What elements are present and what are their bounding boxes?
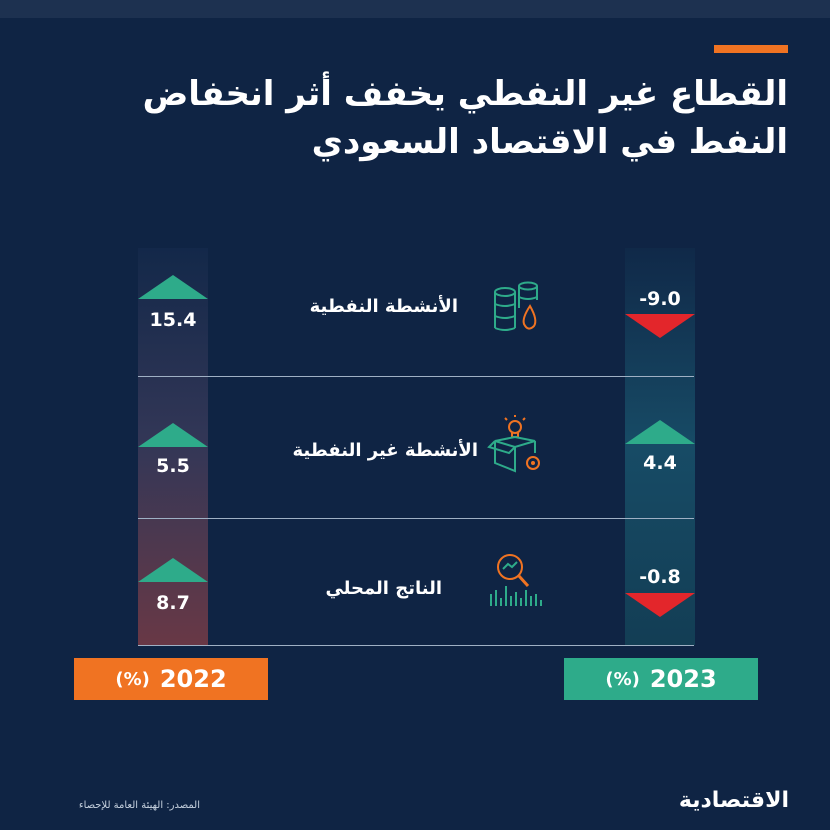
top-bar — [0, 0, 830, 18]
unit-label-2022: (%) — [115, 668, 150, 690]
chart-title: القطاع غير النفطي يخفف أثر انخفاض النفط … — [88, 70, 788, 166]
value-2023-gdp: -0.8 — [639, 566, 681, 588]
title-line-1: القطاع غير النفطي يخفف أثر انخفاض — [142, 74, 788, 114]
source-note: المصدر: الهيئة العامة للإحصاء — [78, 800, 200, 811]
value-2023-nonoil: 4.4 — [643, 452, 677, 474]
arrow-up-2023-nonoil — [625, 420, 695, 444]
arrow-up-2022-gdp — [138, 558, 208, 582]
arrow-down-2023-gdp — [625, 593, 695, 617]
unit-label-2023: (%) — [605, 668, 640, 690]
value-2023-oil: -9.0 — [639, 288, 681, 310]
arrow-up-2022-oil — [138, 275, 208, 299]
arrow-up-2022-nonoil — [138, 423, 208, 447]
value-2022-gdp: 8.7 — [156, 592, 190, 614]
publisher-logo: الاقتصادية — [678, 788, 789, 813]
label-gdp: الناتج المحلي — [325, 578, 442, 599]
box-lightbulb-gear-icon — [487, 415, 540, 473]
title-line-2: النفط في الاقتصاد السعودي — [311, 122, 788, 162]
row-divider — [138, 518, 694, 519]
row-divider — [138, 645, 694, 646]
year-text-2023: 2023 — [649, 665, 717, 693]
value-2022-oil: 15.4 — [149, 309, 197, 331]
row-divider — [138, 376, 694, 377]
year-label-2022: (%) 2022 — [74, 658, 268, 700]
year-label-2023: (%) 2023 — [564, 658, 758, 700]
label-oil-activities: الأنشطة النفطية — [309, 296, 458, 317]
title-accent-line — [714, 45, 788, 53]
arrow-down-2023-oil — [625, 314, 695, 338]
oil-barrels-icon — [494, 281, 538, 331]
label-nonoil-activities: الأنشطة غير النفطية — [292, 440, 478, 461]
value-2022-nonoil: 5.5 — [156, 455, 190, 477]
year-text-2022: 2022 — [159, 665, 227, 693]
magnifier-bar-chart-icon — [490, 554, 542, 606]
